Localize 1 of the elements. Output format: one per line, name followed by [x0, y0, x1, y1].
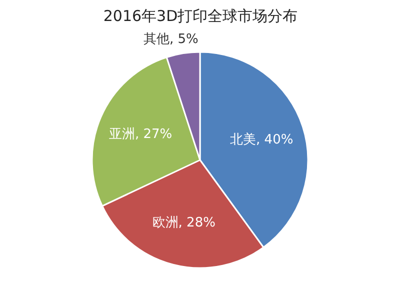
title: 2016年3D打印全球市场分布: [103, 7, 298, 26]
